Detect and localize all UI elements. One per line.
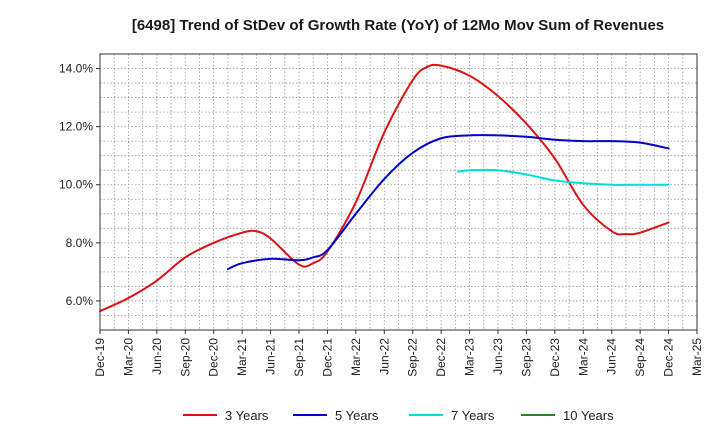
y-tick-label: 10.0% bbox=[59, 178, 93, 192]
x-tick-label: Mar-23 bbox=[463, 338, 477, 376]
x-tick-label: Jun-21 bbox=[264, 338, 278, 375]
x-tick-label: Sep-22 bbox=[406, 338, 420, 377]
y-tick-label: 8.0% bbox=[66, 236, 94, 250]
series-lines bbox=[99, 63, 670, 313]
x-tick-label: Sep-20 bbox=[178, 338, 192, 377]
x-tick-label: Dec-22 bbox=[434, 338, 448, 377]
x-tick-label: Sep-24 bbox=[633, 338, 647, 377]
x-axis-ticks: Dec-19 Mar-20 Jun-20 Sep-20 Dec-20 Mar-21 Jun-… bbox=[93, 330, 704, 377]
x-tick-label: Dec-23 bbox=[548, 338, 562, 377]
legend-label: 5 Years bbox=[335, 408, 379, 423]
grid bbox=[99, 53, 698, 331]
legend-label: 7 Years bbox=[451, 408, 495, 423]
x-tick-label: Sep-21 bbox=[292, 338, 306, 377]
y-tick-label: 12.0% bbox=[59, 120, 93, 134]
legend: 3 Years 5 Years 7 Years 10 Years bbox=[183, 408, 614, 423]
y-axis-ticks: 6.0% 8.0% 10.0% 12.0% 14.0% bbox=[59, 62, 100, 308]
series-line-7-years bbox=[457, 168, 670, 186]
x-tick-label: Jun-23 bbox=[491, 338, 505, 375]
y-tick-label: 14.0% bbox=[59, 62, 93, 76]
x-tick-label: Dec-19 bbox=[93, 338, 107, 377]
x-tick-label: Mar-25 bbox=[690, 338, 704, 376]
x-tick-label: Mar-22 bbox=[349, 338, 363, 376]
x-tick-label: Mar-21 bbox=[235, 338, 249, 376]
legend-label: 3 Years bbox=[225, 408, 269, 423]
series-line-3-years bbox=[99, 63, 670, 313]
series-line-5-years bbox=[226, 134, 670, 270]
x-tick-label: Dec-20 bbox=[207, 338, 221, 377]
y-tick-label: 6.0% bbox=[66, 294, 94, 308]
legend-label: 10 Years bbox=[563, 408, 614, 423]
x-tick-label: Jun-20 bbox=[150, 338, 164, 375]
x-tick-label: Dec-24 bbox=[662, 338, 676, 377]
plot-area-frame bbox=[99, 53, 698, 331]
x-tick-label: Dec-21 bbox=[320, 338, 334, 377]
x-tick-label: Jun-24 bbox=[605, 338, 619, 375]
x-tick-label: Mar-24 bbox=[576, 338, 590, 376]
x-tick-label: Mar-20 bbox=[121, 338, 135, 376]
x-tick-label: Jun-22 bbox=[377, 338, 391, 375]
x-tick-label: Sep-23 bbox=[519, 338, 533, 377]
chart-title: [6498] Trend of StDev of Growth Rate (Yo… bbox=[132, 17, 664, 34]
